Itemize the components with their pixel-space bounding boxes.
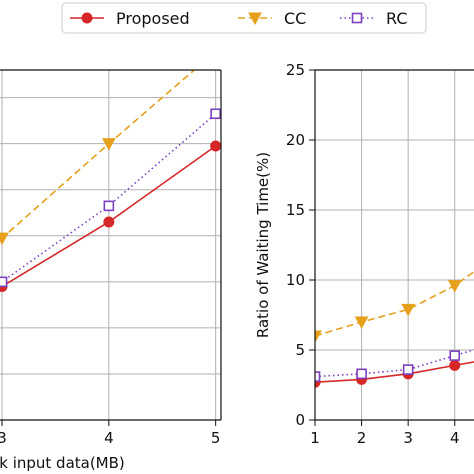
right-point-cc-4 xyxy=(447,280,462,293)
right-point-rc-4 xyxy=(449,350,461,361)
left-point-proposed-5 xyxy=(210,140,221,152)
legend: Proposed CC RC xyxy=(61,2,427,34)
left-chart-panel: 3 4 5 k input data(MB) xyxy=(0,47,222,472)
left-x-axis-label: k input data(MB) xyxy=(0,454,125,472)
right-point-cc-2 xyxy=(354,316,369,330)
left-point-cc-3 xyxy=(0,232,9,246)
legend-label-cc: CC xyxy=(284,9,306,28)
left-x-tick-label-3: 3 xyxy=(0,429,7,447)
right-point-rc-2 xyxy=(356,368,367,380)
right-y-tick-label-25: 25 xyxy=(286,61,305,79)
right-series-group xyxy=(315,270,474,388)
right-chart-panel: 1 2 3 4 0 5 10 15 20 25 Ratio of Waiting Time(%) xyxy=(254,61,474,447)
left-x-tick-label-4: 4 xyxy=(104,429,114,447)
right-point-proposed-4 xyxy=(449,359,461,371)
right-axes: 1 2 3 4 0 5 10 15 20 25 xyxy=(286,61,474,447)
right-x-tick-label-1: 1 xyxy=(310,429,320,447)
right-x-tick-label-3: 3 xyxy=(403,429,413,447)
right-y-axis-label: Ratio of Waiting Time(%) xyxy=(254,152,272,338)
legend-label-proposed: Proposed xyxy=(116,9,190,28)
right-y-tick-label-20: 20 xyxy=(286,131,305,149)
right-y-tick-label-0: 0 xyxy=(295,411,305,429)
right-y-tick-label-5: 5 xyxy=(295,341,305,359)
right-point-rc-1 xyxy=(315,371,321,382)
right-y-tick-label-10: 10 xyxy=(286,271,305,289)
legend-marker-rc xyxy=(351,12,363,24)
right-x-tick-label-4: 4 xyxy=(450,429,460,447)
right-series-line-rc xyxy=(315,348,474,378)
left-series-line-proposed xyxy=(0,145,217,289)
right-point-rc-3 xyxy=(402,364,414,375)
legend-marker-cc xyxy=(248,12,262,26)
left-point-rc-5 xyxy=(210,108,221,120)
legend-marker-proposed xyxy=(81,12,93,24)
left-point-rc-4 xyxy=(103,200,115,212)
left-series-line-cc xyxy=(0,70,196,241)
left-axes: 3 4 5 xyxy=(0,69,222,447)
left-series-line-rc xyxy=(0,113,217,284)
left-grid xyxy=(0,70,221,420)
left-point-rc-3 xyxy=(0,276,8,288)
right-x-tick-label-2: 2 xyxy=(357,429,367,447)
left-point-proposed-4 xyxy=(103,216,115,228)
left-series-group xyxy=(0,47,222,292)
left-x-tick-label-5: 5 xyxy=(211,429,221,447)
legend-label-rc: RC xyxy=(386,9,408,28)
left-point-cc-5 xyxy=(210,47,222,58)
left-point-cc-4 xyxy=(102,138,116,151)
right-point-cc-3 xyxy=(401,303,416,317)
right-y-tick-label-15: 15 xyxy=(286,201,305,219)
right-point-cc-1 xyxy=(315,330,322,344)
right-series-line-cc xyxy=(315,270,474,337)
